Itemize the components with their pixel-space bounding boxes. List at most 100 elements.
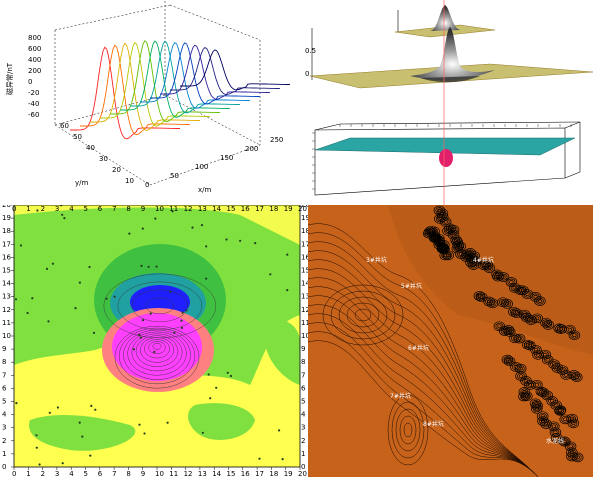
anomaly-cluster-ring	[435, 215, 444, 223]
shaft-8-label: 8#井坑	[423, 420, 444, 428]
sample-point	[14, 298, 18, 301]
z-tick-label: 600	[28, 45, 41, 53]
x-top-tick-label: 11	[169, 205, 178, 213]
y-right-tick-label: 20	[301, 205, 308, 209]
anomaly-cluster-ring	[554, 436, 559, 440]
y-tick-label: 6	[2, 384, 7, 392]
anomaly-cluster-ring	[517, 285, 529, 296]
sample-point	[138, 423, 141, 426]
anomaly-cluster-ring	[519, 286, 527, 294]
anomaly-cluster-ring	[477, 293, 486, 301]
sample-point	[153, 350, 156, 353]
sample-point	[169, 290, 172, 293]
sample-point	[36, 209, 39, 212]
contour-line	[308, 250, 539, 477]
anomaly-cluster-ring	[436, 212, 449, 222]
y-right-tick-label: 3	[301, 424, 305, 432]
anomaly-cluster-ring	[571, 421, 576, 426]
sample-point	[286, 253, 289, 256]
y-tick-label: 2	[2, 437, 6, 445]
contour-ring	[403, 422, 413, 438]
main-peak	[410, 27, 495, 81]
contour-ring	[346, 302, 380, 328]
sample-point	[201, 431, 204, 434]
sample-point	[286, 289, 289, 292]
anomaly-cluster-ring	[568, 453, 576, 460]
sample-point	[78, 421, 81, 424]
anomaly-cluster-ring	[520, 393, 528, 400]
y-tick-label: 16	[2, 253, 11, 261]
anomaly-cluster-ring	[534, 406, 539, 411]
anomaly-cluster-ring	[567, 449, 576, 456]
anomaly-cluster-ring	[570, 331, 579, 339]
anomaly-cluster-ring	[534, 382, 540, 387]
sample-point	[209, 397, 212, 400]
x-tick-label: 4	[69, 470, 74, 477]
anomaly-cluster-ring	[573, 454, 582, 461]
x-tick-label: 14	[212, 470, 221, 477]
anomaly-cluster-ring	[513, 333, 526, 344]
waterfall-3d-chart: 800 600 400 200 0 -20 -40 -60 0 50 100 150 200 250 10 2…	[0, 0, 300, 205]
sample-point	[61, 462, 64, 465]
anomaly-cluster-ring	[515, 335, 524, 342]
anomaly-cluster-ring	[458, 252, 464, 256]
anomaly-cluster-ring	[518, 366, 523, 371]
contour-ring	[322, 284, 404, 346]
x-tick-label: 16	[241, 470, 250, 477]
anomaly-cluster-ring	[514, 311, 519, 316]
anomaly-cluster-ring	[479, 295, 484, 300]
anomaly-cluster-ring	[533, 347, 539, 352]
anomaly-cluster-ring	[533, 314, 542, 322]
anomaly-cluster-ring	[540, 414, 545, 419]
sample-point	[149, 312, 152, 315]
x-top-tick-label: 17	[255, 205, 264, 213]
y-tick-label: 12	[2, 306, 11, 314]
x-tick-label: 150	[220, 154, 233, 162]
contour-line	[308, 259, 539, 477]
anomaly-cluster-ring	[543, 320, 549, 325]
anomaly-cluster-ring	[543, 352, 548, 357]
anomaly-cluster-ring	[456, 250, 465, 258]
x-top-tick-label: 15	[227, 205, 236, 213]
y-tick-label: 19	[2, 214, 11, 222]
shaft-contour-map: 3#井坑 4#井坑 5#井坑 6#井坑 7#井坑 8#井坑 水泥线	[308, 205, 593, 477]
contour-line	[308, 331, 539, 477]
sample-point	[138, 333, 141, 336]
sample-point	[180, 319, 183, 322]
sample-point	[47, 320, 50, 323]
contour-ring	[330, 290, 396, 340]
sample-point	[81, 435, 84, 438]
z-tick-label: -20	[28, 89, 39, 97]
x-top-tick-label: 16	[241, 205, 250, 213]
contour-ring	[387, 394, 429, 466]
anomaly-cluster-ring	[527, 343, 532, 348]
x-top-tick-label: 13	[198, 205, 207, 213]
anomaly-cluster-ring	[542, 420, 551, 428]
x-tick-label: 6	[98, 470, 103, 477]
anomaly-cluster-ring	[566, 451, 578, 462]
x-tick-label: 12	[184, 470, 193, 477]
x-top-tick-label: 9	[141, 205, 145, 213]
sample-point	[239, 239, 242, 242]
anomaly-cluster-ring	[545, 357, 550, 362]
sample-point	[61, 213, 64, 216]
sample-point	[254, 242, 257, 245]
sample-point	[128, 232, 131, 235]
y-tick-label: 30	[99, 155, 108, 163]
waterfall-3d-svg: 800 600 400 200 0 -20 -40 -60 0 50 100 150 200 250 10 2…	[5, 0, 291, 194]
y-right-tick-label: 0	[301, 463, 305, 471]
anomaly-cluster-ring	[469, 261, 478, 269]
anomaly-cluster-ring	[455, 249, 467, 259]
anomaly-cluster-ring	[566, 413, 578, 424]
sample-point	[88, 265, 91, 269]
shaft-7-label: 7#井坑	[390, 392, 411, 400]
anomaly-cluster-ring	[490, 301, 495, 306]
contour-line	[308, 223, 539, 477]
anomaly-cluster-ring	[507, 278, 516, 286]
anomaly-cluster-ring	[473, 259, 478, 263]
anomaly-cluster-ring	[575, 455, 580, 460]
anomaly-cluster-ring	[483, 263, 496, 273]
sample-point	[139, 336, 142, 339]
anomaly-cluster-ring	[545, 393, 550, 398]
anomaly-cluster-ring	[543, 422, 549, 426]
